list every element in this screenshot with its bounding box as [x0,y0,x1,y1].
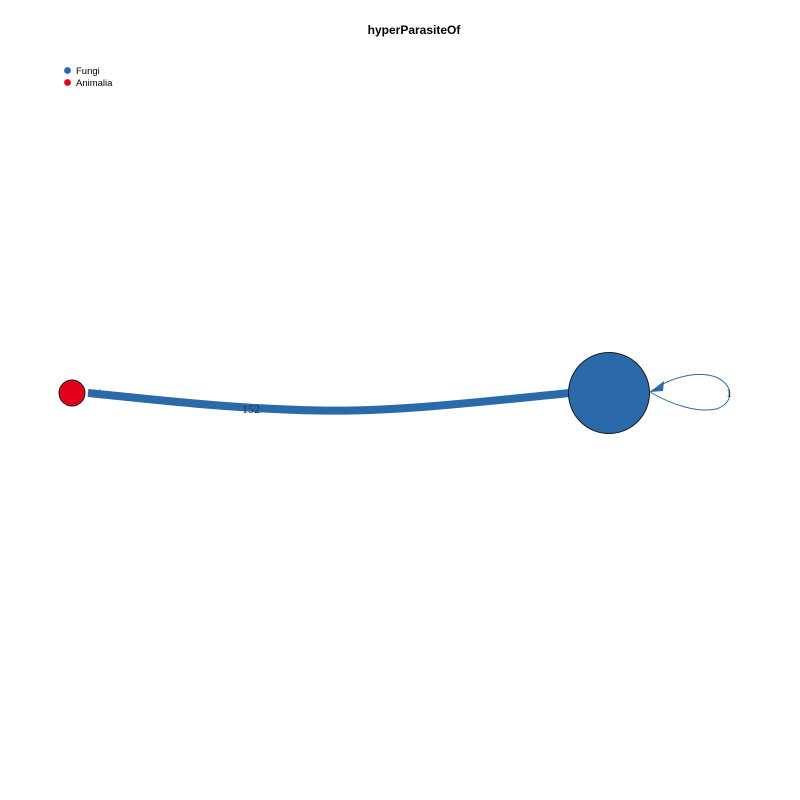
edge-label-fungi-to-animalia: 152 [242,402,260,416]
legend-label-fungi: Fungi [76,66,100,77]
edge-label-fungi-self-loop: 1 [726,386,732,400]
legend-marker-animalia [64,79,71,86]
nodes [58,352,650,434]
legend-label-animalia: Animalia [76,78,113,89]
edges: 152 1 [87,374,732,416]
chart-title: hyperParasiteOf [368,23,462,37]
edge-fungi-self-loop-arrowhead [650,381,664,392]
edge-fungi-to-animalia-arrowhead [87,389,101,398]
edge-fungi-self-loop [649,374,731,411]
node-fungi[interactable] [568,352,650,434]
legend-marker-fungi [64,67,71,74]
node-animalia[interactable] [58,379,86,407]
edge-fungi-to-animalia [87,389,571,415]
legend: Fungi Animalia [64,66,113,89]
